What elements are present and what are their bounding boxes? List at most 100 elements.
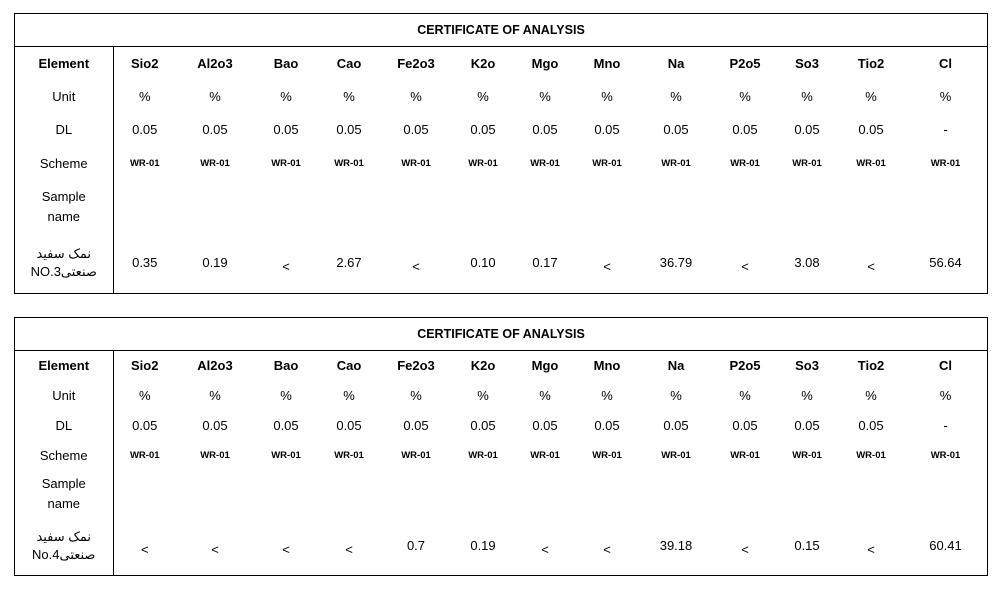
value-cell: <: [176, 517, 254, 575]
value-cell: 0.7: [380, 517, 452, 575]
unit-cell: %: [539, 387, 551, 403]
sample-name-row: Sample name: [15, 470, 987, 517]
dl-cell: 0.05: [532, 417, 558, 433]
element-cell: So3: [795, 55, 819, 71]
dl-row: DL 0.05 0.05 0.05 0.05 0.05 0.05 0.05 0.05 0.05 0.…: [15, 112, 987, 147]
scheme-cell: WR-01: [730, 157, 760, 169]
value-text: 0.15: [794, 538, 820, 554]
scheme-cell: WR-01: [468, 450, 498, 461]
value-text: <: [541, 542, 549, 558]
value-cell: <: [318, 517, 380, 575]
certificate-table-2: CERTIFICATE OF ANALYSIS Element Sio2 Al2o3…: [14, 317, 988, 576]
value-text: 56.64: [929, 255, 962, 271]
unit-cell: %: [939, 387, 952, 403]
scheme-cell: WR-01: [856, 157, 886, 169]
scheme-cell: WR-01: [530, 157, 560, 169]
value-text: 0.10: [470, 255, 496, 271]
dl-cell: 0.05: [663, 417, 689, 433]
scheme-cell: WR-01: [661, 157, 691, 169]
value-cell: 3.08: [776, 233, 838, 293]
value-text: 0.35: [132, 255, 158, 271]
scheme-cell: WR-01: [930, 450, 961, 461]
scheme-cell: WR-01: [271, 450, 301, 461]
element-cell: Fe2o3: [397, 357, 435, 373]
value-text: 2.67: [336, 255, 362, 271]
certificate-table-1: CERTIFICATE OF ANALYSIS Element Sio2 Al2o3…: [14, 13, 988, 294]
scheme-cell: WR-01: [271, 157, 301, 169]
dl-cell: 0.05: [470, 121, 496, 137]
element-cell: Bao: [273, 357, 299, 373]
scheme-row: Scheme WR-01 WR-01 WR-01 WR-01 WR-01 WR-01 WR-0…: [15, 440, 987, 471]
unit-cell: %: [865, 88, 877, 104]
element-cell: Cao: [336, 357, 362, 373]
sample-name-label: Sample name: [15, 470, 114, 517]
element-row: Element Sio2 Al2o3 Bao Cao Fe2o3 K2o Mgo Mno Na P2…: [15, 46, 987, 81]
value-cell: 0.35: [113, 233, 176, 293]
value-text: <: [603, 259, 611, 275]
dl-label: DL: [15, 410, 114, 441]
scheme-label: Scheme: [15, 440, 114, 471]
dl-cell: 0.05: [594, 417, 620, 433]
element-cell: P2o5: [729, 55, 761, 71]
dl-cell: 0.05: [202, 417, 228, 433]
unit-cell: %: [343, 88, 355, 104]
scheme-cell: WR-01: [930, 157, 961, 169]
value-text: 60.41: [929, 538, 962, 554]
scheme-cell: WR-01: [200, 450, 230, 461]
sample-name-label-line1: Sample: [41, 475, 86, 491]
unit-cell: %: [209, 88, 221, 104]
dl-cell: 0.05: [273, 121, 299, 137]
value-cell: <: [514, 517, 576, 575]
unit-cell: %: [477, 88, 489, 104]
dl-cell: 0.05: [794, 417, 820, 433]
unit-cell: %: [410, 88, 422, 104]
value-text: <: [140, 542, 149, 558]
value-text: <: [867, 259, 875, 275]
unit-cell: %: [739, 387, 751, 403]
sample-label-line1: نمک سفید: [36, 245, 92, 261]
sample-label-line1: نمک سفید: [36, 528, 92, 544]
unit-cell: %: [739, 88, 751, 104]
value-cell: 0.19: [176, 233, 254, 293]
value-text: <: [282, 259, 290, 275]
element-cell: Sio2: [131, 357, 159, 373]
scheme-cell: WR-01: [792, 450, 822, 461]
dl-cell: 0.05: [594, 121, 620, 137]
dl-cell: 0.05: [532, 121, 558, 137]
value-text: <: [741, 259, 749, 275]
unit-cell: %: [280, 387, 292, 403]
dl-cell: 0.05: [858, 417, 884, 433]
scheme-cell: WR-01: [592, 157, 622, 169]
dl-label: DL: [15, 112, 114, 147]
unit-cell: %: [670, 88, 682, 104]
value-cell: <: [714, 233, 776, 293]
element-cell: Fe2o3: [397, 55, 435, 71]
dl-cell: 0.05: [336, 417, 362, 433]
certificate-title: CERTIFICATE OF ANALYSIS: [15, 318, 987, 351]
sample-name-label-line2: name: [47, 208, 81, 224]
sample-label-line2: صنعتیNo.4: [32, 546, 96, 562]
dl-cell: 0.05: [202, 121, 228, 137]
element-cell: So3: [795, 357, 819, 373]
sample-name-label-line2: name: [47, 495, 81, 511]
element-cell: K2o: [470, 357, 496, 373]
element-cell: Mgo: [531, 357, 559, 373]
element-cell: Mgo: [531, 55, 559, 71]
element-cell: Cl: [939, 55, 952, 71]
unit-cell: %: [138, 88, 151, 104]
scheme-cell: WR-01: [856, 450, 886, 461]
scheme-cell: WR-01: [530, 450, 560, 461]
scheme-cell: WR-01: [661, 450, 691, 461]
element-label: Element: [15, 350, 114, 381]
scheme-cell: WR-01: [401, 450, 431, 461]
sample-label-line2: صنعتیNO.3: [30, 263, 97, 279]
scheme-label: Scheme: [15, 146, 114, 181]
dl-cell: 0.05: [732, 121, 758, 137]
value-text: <: [412, 259, 420, 275]
scheme-cell: WR-01: [730, 450, 760, 461]
value-text: <: [211, 542, 219, 558]
scheme-cell: WR-01: [792, 157, 822, 169]
sample-name-label-line1: Sample: [41, 188, 86, 204]
unit-cell: %: [343, 387, 355, 403]
value-cell: 36.79: [638, 233, 714, 293]
